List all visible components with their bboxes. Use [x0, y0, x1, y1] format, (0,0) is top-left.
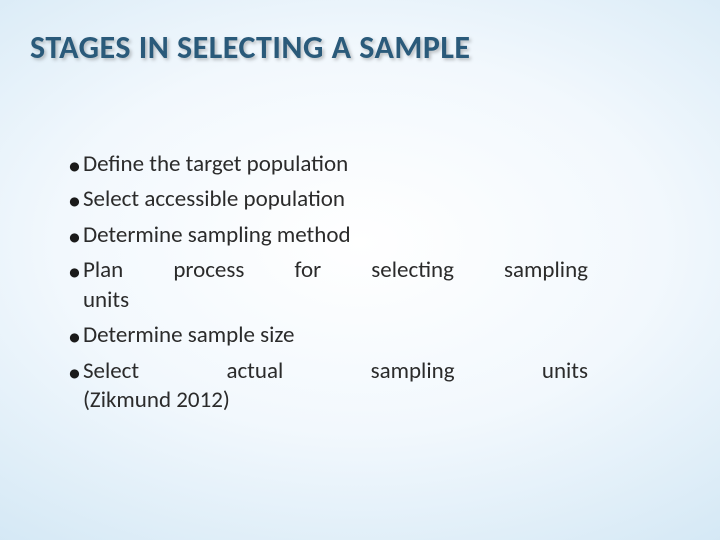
bullet-text: Determine sampling method: [83, 221, 588, 250]
bullet-item: • Define the target population: [68, 150, 588, 179]
bullet-icon: •: [68, 258, 81, 284]
bullet-icon: •: [68, 187, 81, 213]
bullet-text: Define the target population: [83, 150, 588, 179]
bullet-icon: •: [68, 223, 81, 249]
slide-body: • Define the target population • Select …: [68, 150, 588, 422]
bullet-text: Determine sample size: [83, 321, 588, 350]
bullet-icon: •: [68, 152, 81, 178]
bullet-text: Select actual sampling units (Zikmund 20…: [83, 357, 588, 416]
bullet-item: • Determine sample size: [68, 321, 588, 350]
bullet-text: Plan process for selecting sampling unit…: [83, 256, 588, 315]
bullet-item: • Determine sampling method: [68, 221, 588, 250]
bullet-icon: •: [68, 359, 81, 385]
bullet-text: Select accessible population: [83, 185, 588, 214]
bullet-icon: •: [68, 323, 81, 349]
bullet-item: • Select accessible population: [68, 185, 588, 214]
slide-title: STAGES IN SELECTING A SAMPLE: [30, 28, 471, 67]
bullet-item: • Plan process for selecting sampling un…: [68, 256, 588, 315]
bullet-item: • Select actual sampling units (Zikmund …: [68, 357, 588, 416]
